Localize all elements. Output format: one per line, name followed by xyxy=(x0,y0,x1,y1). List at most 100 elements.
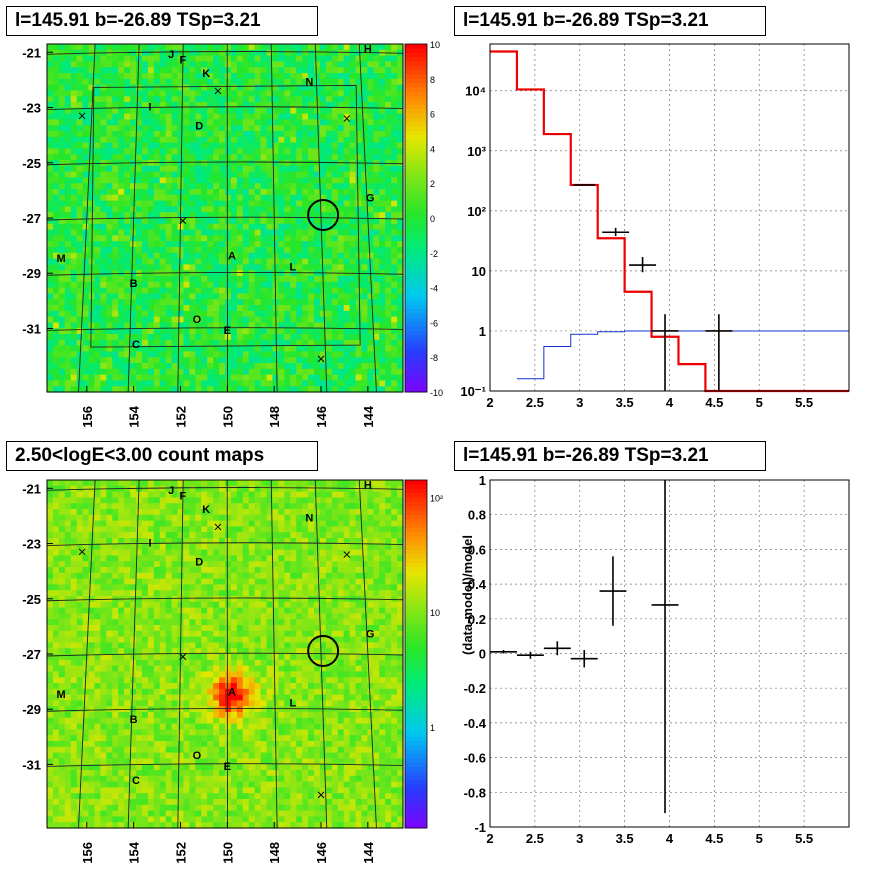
heatmap-cell xyxy=(124,799,131,806)
heatmap-cell xyxy=(242,73,250,80)
heatmap-cell xyxy=(47,514,54,522)
heatmap-cell xyxy=(195,49,202,57)
heatmap-cell xyxy=(331,281,339,289)
heatmap-cell xyxy=(349,374,357,381)
heatmap-cell xyxy=(189,189,196,196)
heatmap-cell xyxy=(242,160,250,167)
heatmap-cell xyxy=(213,102,220,109)
heatmap-cell xyxy=(284,96,291,103)
heatmap-cell xyxy=(153,299,161,306)
heatmap-cell xyxy=(147,752,155,759)
heatmap-cell xyxy=(52,514,60,522)
heatmap-cell xyxy=(201,61,208,68)
heatmap-cell xyxy=(118,78,125,86)
heatmap-cell xyxy=(225,258,232,265)
heatmap-cell xyxy=(112,113,119,120)
heatmap-cell xyxy=(319,183,327,190)
heatmap-cell xyxy=(58,526,66,533)
heatmap-cell xyxy=(141,636,149,643)
heatmap-cell xyxy=(165,247,173,254)
heatmap-cell xyxy=(201,73,208,80)
heatmap-cell xyxy=(278,374,285,381)
heatmap-cell xyxy=(159,264,167,271)
heatmap-cell xyxy=(201,357,208,364)
heatmap-cell xyxy=(141,229,149,236)
heatmap-cell xyxy=(195,339,202,347)
heatmap-cell xyxy=(159,694,167,701)
heatmap-cell xyxy=(64,287,72,294)
heatmap-cell xyxy=(112,55,119,62)
x-tick-label: 144 xyxy=(361,405,376,427)
heatmap-cell xyxy=(361,212,368,219)
heatmap-cell xyxy=(76,241,84,248)
heatmap-cell xyxy=(118,386,125,393)
heatmap-cell xyxy=(47,102,54,109)
heatmap-cell xyxy=(82,561,90,568)
heatmap-cell xyxy=(379,235,386,242)
heatmap-cell xyxy=(278,194,285,202)
heatmap-cell xyxy=(94,625,101,632)
heatmap-cell xyxy=(124,171,131,178)
heatmap-cell xyxy=(379,55,386,62)
heatmap-cell xyxy=(325,345,333,352)
heatmap-cell xyxy=(70,61,78,68)
heatmap-cell xyxy=(147,368,155,376)
heatmap-cell xyxy=(82,787,90,794)
heatmap-cell xyxy=(47,746,54,754)
heatmap-cell xyxy=(118,281,125,289)
heatmap-cell xyxy=(242,78,250,86)
heatmap-cell xyxy=(100,712,107,719)
heatmap-cell xyxy=(343,55,351,62)
heatmap-cell xyxy=(219,235,226,242)
heatmap-cell xyxy=(76,61,84,68)
heatmap-cell xyxy=(141,630,149,638)
heatmap-cell xyxy=(82,706,90,713)
heatmap-cell xyxy=(290,223,297,231)
heatmap-cell xyxy=(52,218,60,225)
heatmap-cell xyxy=(189,177,196,184)
heatmap-cell xyxy=(355,84,363,91)
heatmap-cell xyxy=(325,252,333,260)
heatmap-cell xyxy=(94,218,101,225)
heatmap-cell xyxy=(302,78,309,86)
heatmap-cell xyxy=(171,49,179,57)
heatmap-cell xyxy=(195,247,202,254)
heatmap-cell xyxy=(100,514,107,522)
colorbar-slice xyxy=(405,57,427,62)
heatmap-cell xyxy=(284,264,291,271)
heatmap-cell xyxy=(64,252,72,260)
heatmap-cell xyxy=(136,305,143,312)
heatmap-cell xyxy=(82,44,90,51)
heatmap-cell xyxy=(397,136,404,144)
heatmap-cell xyxy=(343,183,351,190)
heatmap-cell xyxy=(260,247,268,254)
heatmap-cell xyxy=(124,810,131,817)
heatmap-cell xyxy=(319,351,327,358)
heatmap-cell xyxy=(183,305,190,312)
heatmap-cell xyxy=(385,368,392,376)
heatmap-cell xyxy=(70,630,78,638)
heatmap-cell xyxy=(88,165,96,173)
heatmap-cell xyxy=(118,177,125,184)
heatmap-cell xyxy=(130,532,137,539)
heatmap-cell xyxy=(76,183,84,190)
heatmap-cell xyxy=(189,287,196,294)
colorbar-slice xyxy=(405,278,427,284)
heatmap-cell xyxy=(159,485,167,493)
heatmap-cell xyxy=(165,131,173,138)
heatmap-cell xyxy=(147,305,155,312)
heatmap-cell xyxy=(308,90,315,97)
heatmap-cell xyxy=(201,160,208,167)
heatmap-cell xyxy=(118,543,125,551)
heatmap-cell xyxy=(100,688,107,696)
heatmap-cell xyxy=(47,712,54,719)
heatmap-cell xyxy=(290,78,297,86)
heatmap-cell xyxy=(308,380,315,387)
heatmap-cell xyxy=(76,264,84,271)
heatmap-cell xyxy=(284,44,291,51)
heatmap-cell xyxy=(47,189,54,196)
heatmap-cell xyxy=(385,119,392,126)
heatmap-cell xyxy=(124,619,131,626)
heatmap-cell xyxy=(64,526,72,533)
heatmap-cell xyxy=(159,310,167,318)
